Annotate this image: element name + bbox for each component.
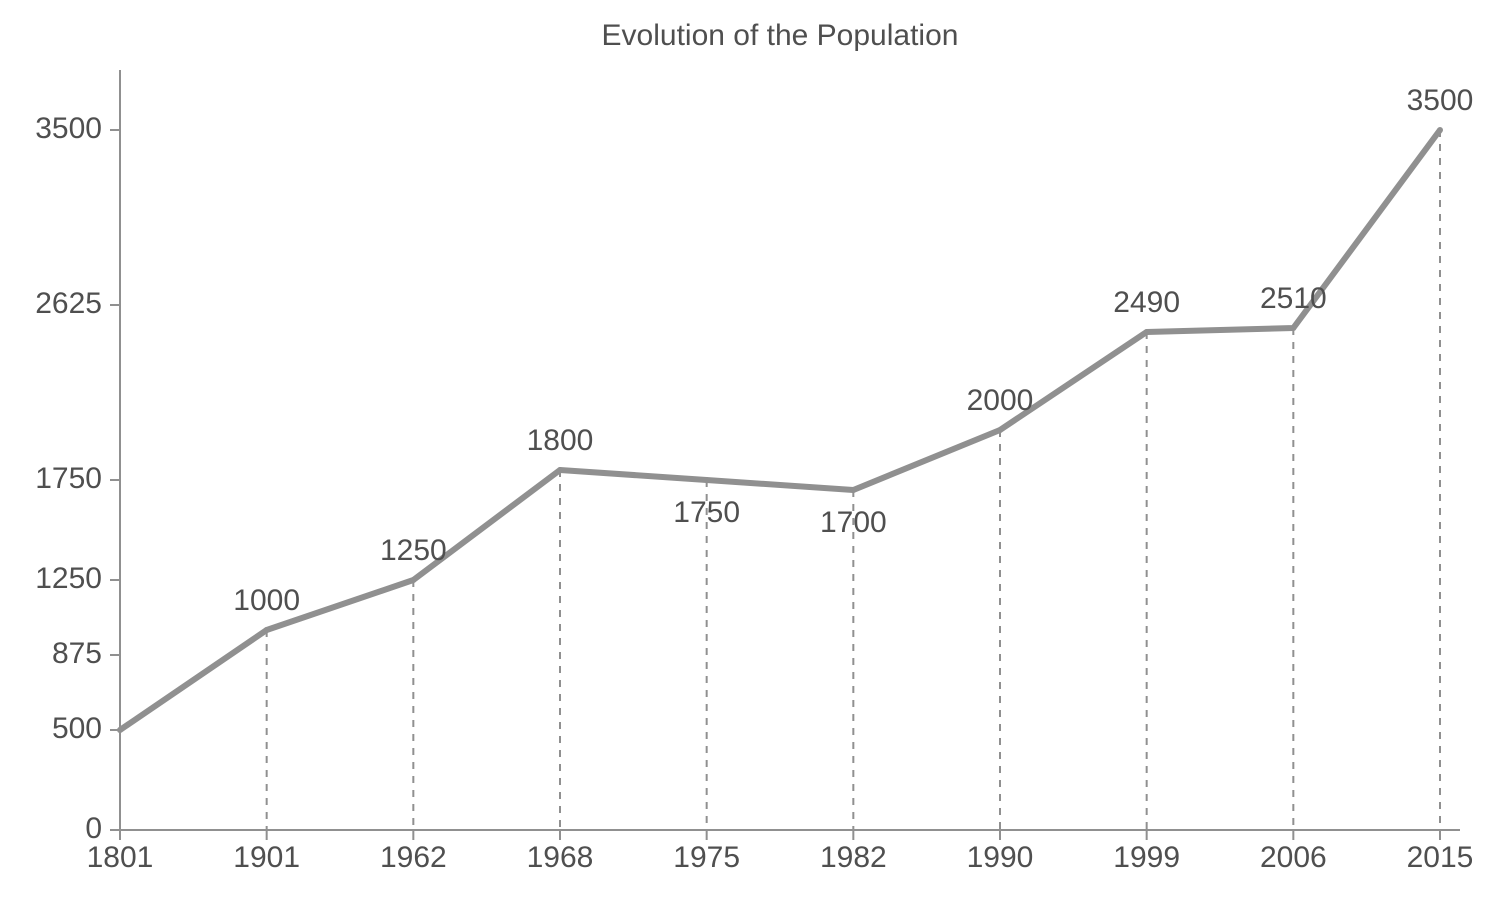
value-label: 1000 xyxy=(233,584,300,617)
value-label: 1800 xyxy=(527,424,594,457)
value-label: 1750 xyxy=(673,496,740,529)
value-label: 2490 xyxy=(1113,286,1180,319)
data-point xyxy=(1437,127,1443,133)
data-point xyxy=(117,727,123,733)
x-tick-label: 2015 xyxy=(1407,841,1474,874)
x-tick-label: 1962 xyxy=(380,841,447,874)
x-tick-label: 1901 xyxy=(233,841,300,874)
x-tick-label: 1975 xyxy=(673,841,740,874)
y-tick-label: 3500 xyxy=(35,112,102,145)
data-point xyxy=(557,467,563,473)
y-tick-label: 2625 xyxy=(35,287,102,320)
value-label: 2510 xyxy=(1260,282,1327,315)
y-tick-label: 1750 xyxy=(35,462,102,495)
x-tick-label: 1968 xyxy=(527,841,594,874)
data-point xyxy=(1290,325,1296,331)
data-point xyxy=(410,577,416,583)
data-point xyxy=(264,627,270,633)
chart-title: Evolution of the Population xyxy=(602,19,959,52)
population-line-chart: Evolution of the Population0500875125017… xyxy=(0,0,1500,917)
x-tick-label: 2006 xyxy=(1260,841,1327,874)
data-point xyxy=(850,487,856,493)
y-tick-label: 500 xyxy=(52,712,102,745)
x-tick-label: 1801 xyxy=(87,841,154,874)
x-tick-label: 1990 xyxy=(967,841,1034,874)
chart-background xyxy=(0,0,1500,917)
value-label: 2000 xyxy=(967,384,1034,417)
value-label: 1700 xyxy=(820,506,887,539)
y-tick-label: 1250 xyxy=(35,562,102,595)
value-label: 1250 xyxy=(380,534,447,567)
value-label: 3500 xyxy=(1407,84,1474,117)
data-point xyxy=(704,477,710,483)
x-tick-label: 1982 xyxy=(820,841,887,874)
x-tick-label: 1999 xyxy=(1113,841,1180,874)
data-point xyxy=(997,427,1003,433)
y-tick-label: 875 xyxy=(52,637,102,670)
data-point xyxy=(1144,329,1150,335)
